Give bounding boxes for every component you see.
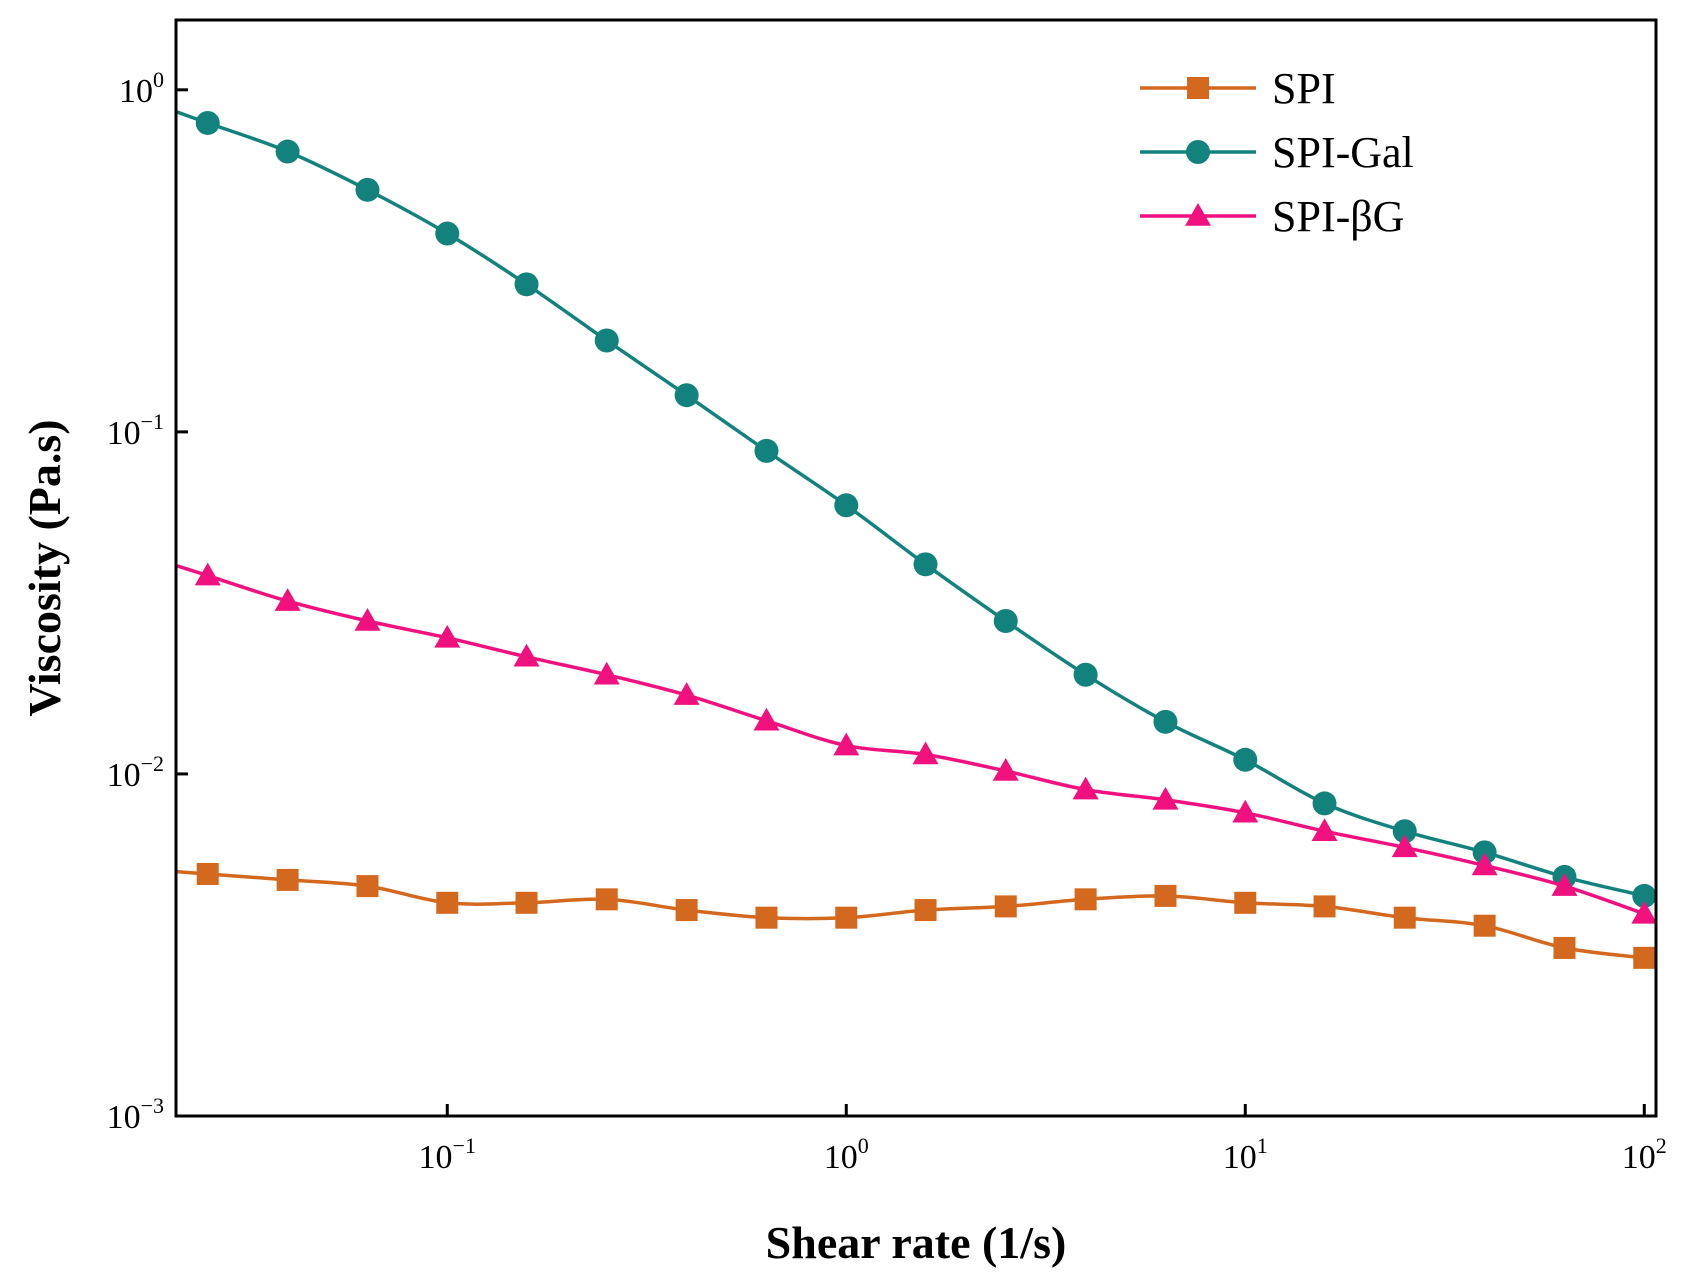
- legend-item: SPI: [1140, 64, 1336, 113]
- data-point: [196, 862, 219, 885]
- series-spi-g: [176, 562, 1656, 924]
- series-line: [176, 109, 1645, 898]
- x-tick-label: 101: [1223, 1133, 1268, 1176]
- x-tick-label: 102: [1622, 1133, 1667, 1176]
- data-point: [515, 891, 538, 914]
- data-point: [274, 588, 301, 611]
- data-point: [434, 624, 461, 648]
- data-point: [833, 732, 860, 756]
- data-point: [1312, 791, 1337, 816]
- data-point: [835, 906, 858, 929]
- data-point: [992, 757, 1019, 781]
- y-axis: 10−3 10−2 10−1 100: [107, 67, 188, 1136]
- data-point: [993, 608, 1018, 633]
- data-point: [1392, 819, 1417, 844]
- data-point: [1311, 818, 1338, 841]
- data-point: [436, 891, 459, 914]
- data-point: [1632, 883, 1656, 908]
- plot-frame: [174, 18, 1658, 1118]
- legend: SPI SPI-Gal SPI-βG: [1140, 64, 1414, 241]
- y-tick-label: 10−2: [107, 751, 164, 794]
- series-spi-gal: [176, 109, 1656, 908]
- data-point: [356, 875, 379, 898]
- data-point: [994, 895, 1017, 918]
- series-line: [176, 563, 1645, 916]
- data-point: [435, 221, 460, 246]
- data-point: [1234, 891, 1257, 914]
- data-point: [275, 139, 300, 164]
- data-point: [1633, 946, 1656, 969]
- legend-item: SPI-βG: [1140, 192, 1404, 241]
- legend-marker: [1187, 77, 1209, 99]
- legend-marker: [1185, 203, 1211, 226]
- y-axis-title: Viscosity (Pa.s): [19, 419, 70, 716]
- x-tick-label: 10−1: [419, 1133, 476, 1176]
- data-point: [912, 741, 939, 765]
- x-axis-title: Shear rate (1/s): [766, 1217, 1067, 1268]
- y-tick-label: 10−1: [107, 409, 164, 452]
- data-point: [1152, 786, 1179, 810]
- data-point: [1393, 906, 1416, 929]
- data-point: [1072, 776, 1099, 800]
- legend-label: SPI: [1272, 64, 1336, 113]
- data-point: [355, 177, 380, 202]
- data-point: [195, 110, 220, 135]
- data-point: [1233, 747, 1258, 772]
- data-point: [1471, 852, 1498, 876]
- data-point: [1473, 914, 1496, 937]
- data-point: [755, 906, 778, 929]
- data-point: [913, 552, 938, 577]
- x-tick-label: 100: [824, 1133, 869, 1176]
- data-point: [1232, 799, 1259, 823]
- legend-label: SPI-βG: [1272, 192, 1404, 241]
- data-point: [754, 438, 779, 463]
- data-point: [834, 493, 859, 518]
- data-point: [276, 868, 299, 891]
- data-point: [673, 682, 700, 705]
- data-point: [1551, 873, 1578, 896]
- series-layer: [176, 109, 1656, 969]
- data-point: [1472, 840, 1497, 865]
- data-point: [1154, 884, 1177, 907]
- data-point: [1553, 936, 1576, 959]
- data-point: [594, 328, 619, 353]
- data-point: [753, 707, 780, 731]
- data-point: [675, 899, 698, 922]
- data-point: [914, 899, 937, 922]
- series-spi: [176, 862, 1656, 969]
- data-point: [514, 272, 539, 297]
- data-point: [674, 383, 699, 408]
- data-point: [1313, 895, 1336, 918]
- data-point: [354, 607, 381, 631]
- y-tick-label: 100: [119, 67, 164, 110]
- legend-item: SPI-Gal: [1140, 128, 1414, 177]
- data-point: [1391, 834, 1418, 858]
- data-point: [1631, 900, 1656, 924]
- data-point: [595, 888, 618, 911]
- data-point: [194, 562, 221, 586]
- data-point: [513, 643, 540, 667]
- data-point: [593, 661, 620, 685]
- legend-marker: [1186, 140, 1210, 164]
- x-axis: 10−1 100 101 102: [419, 1104, 1667, 1176]
- y-tick-label: 10−3: [107, 1093, 164, 1136]
- data-point: [1074, 888, 1097, 911]
- data-point: [1073, 662, 1098, 687]
- series-line: [176, 869, 1645, 960]
- data-point: [1153, 709, 1178, 734]
- legend-label: SPI-Gal: [1272, 128, 1414, 177]
